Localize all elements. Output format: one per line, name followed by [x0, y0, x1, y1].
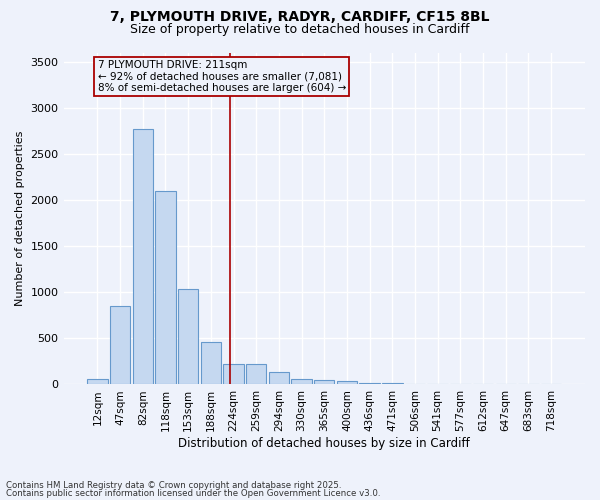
Bar — [269, 372, 289, 384]
Bar — [292, 379, 312, 384]
Bar — [359, 383, 380, 384]
Bar — [110, 306, 130, 384]
Y-axis label: Number of detached properties: Number of detached properties — [15, 131, 25, 306]
Text: Contains HM Land Registry data © Crown copyright and database right 2025.: Contains HM Land Registry data © Crown c… — [6, 481, 341, 490]
Bar — [87, 379, 107, 384]
Bar — [223, 364, 244, 384]
Bar — [382, 383, 403, 384]
Text: Contains public sector information licensed under the Open Government Licence v3: Contains public sector information licen… — [6, 488, 380, 498]
Text: 7 PLYMOUTH DRIVE: 211sqm
← 92% of detached houses are smaller (7,081)
8% of semi: 7 PLYMOUTH DRIVE: 211sqm ← 92% of detach… — [98, 60, 346, 93]
Bar — [200, 342, 221, 384]
X-axis label: Distribution of detached houses by size in Cardiff: Distribution of detached houses by size … — [178, 437, 470, 450]
Text: 7, PLYMOUTH DRIVE, RADYR, CARDIFF, CF15 8BL: 7, PLYMOUTH DRIVE, RADYR, CARDIFF, CF15 … — [110, 10, 490, 24]
Bar — [155, 191, 176, 384]
Bar — [337, 381, 357, 384]
Text: Size of property relative to detached houses in Cardiff: Size of property relative to detached ho… — [130, 22, 470, 36]
Bar — [246, 364, 266, 384]
Bar — [178, 289, 199, 384]
Bar — [133, 128, 153, 384]
Bar — [314, 380, 334, 384]
